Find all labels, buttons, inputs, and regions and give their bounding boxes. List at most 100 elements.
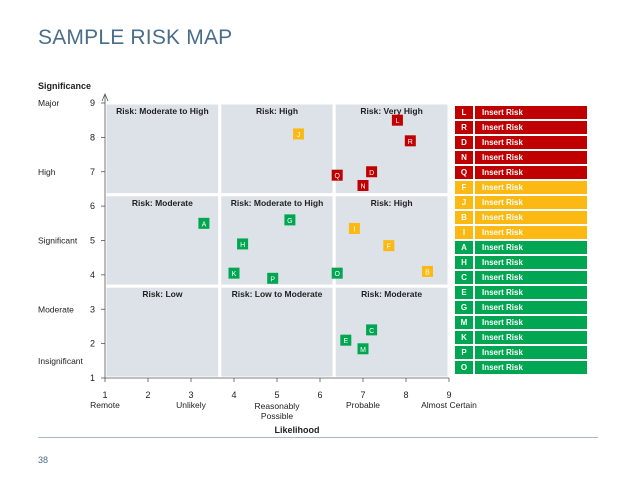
legend-item: G Insert Risk [455, 300, 587, 315]
legend-text: Insert Risk [475, 180, 587, 195]
x-tick-label: 5 [274, 390, 279, 400]
y-tick-label: 6 [90, 201, 95, 211]
risk-point-marker [331, 169, 343, 181]
y-axis-title: Significance [38, 81, 91, 91]
risk-point-label: N [360, 184, 365, 191]
x-tick-label: 8 [403, 390, 408, 400]
page-number: 38 [38, 455, 49, 465]
risk-point-marker [284, 214, 296, 226]
legend-item: B Insert Risk [455, 210, 587, 225]
y-category-label: Major [38, 98, 59, 108]
risk-point-label: K [232, 271, 237, 278]
x-category-label: Reasonably [255, 401, 301, 411]
legend-text: Insert Risk [475, 255, 587, 270]
legend-letter: N [455, 150, 473, 165]
risk-point-marker [366, 166, 378, 178]
legend-item: Q Insert Risk [455, 165, 587, 180]
y-tick-label: 1 [90, 373, 95, 383]
zone-label: Risk: Very High [360, 106, 422, 116]
legend-item: D Insert Risk [455, 135, 587, 150]
legend-letter: D [455, 135, 473, 150]
legend-item: A Insert Risk [455, 240, 587, 255]
legend-letter: F [455, 180, 473, 195]
risk-point-marker [357, 180, 369, 191]
legend-item: C Insert Risk [455, 270, 587, 285]
risk-zone [103, 284, 222, 380]
legend-text: Insert Risk [475, 106, 587, 120]
legend-letter: C [455, 270, 473, 285]
y-tick-label: 7 [90, 167, 95, 177]
legend-letter: Q [455, 165, 473, 180]
legend-item: P Insert Risk [455, 345, 587, 360]
y-tick-label: 4 [90, 270, 95, 280]
legend-text: Insert Risk [475, 360, 587, 375]
legend-item: L Insert Risk [455, 106, 587, 120]
legend-text: Insert Risk [475, 345, 587, 360]
legend-text: Insert Risk [475, 150, 587, 165]
risk-point-marker [404, 135, 416, 147]
risk-legend: L Insert Risk R Insert Risk D Insert Risk N Ins… [455, 106, 587, 376]
risk-point-label: Q [334, 173, 340, 180]
risk-point-label: F [387, 244, 391, 251]
x-category-label: Possible [261, 411, 293, 421]
zone-label: Risk: Moderate to High [231, 198, 324, 208]
risk-point-marker [228, 267, 240, 279]
legend-item: N Insert Risk [455, 150, 587, 165]
legend-letter: J [455, 195, 473, 210]
legend-text: Insert Risk [475, 120, 587, 135]
legend-item: K Insert Risk [455, 330, 587, 345]
y-tick-label: 3 [90, 304, 95, 314]
legend-item: E Insert Risk [455, 285, 587, 300]
risk-point-label: I [353, 226, 355, 233]
risk-point-label: P [270, 276, 275, 283]
risk-point-marker [331, 267, 343, 279]
legend-letter: M [455, 315, 473, 330]
y-axis-arrow [101, 92, 109, 102]
risk-point-label: D [369, 170, 374, 177]
y-tick-label: 9 [90, 98, 95, 108]
risk-point-label: J [297, 132, 301, 139]
risk-point-marker [198, 217, 210, 229]
legend-text: Insert Risk [475, 270, 587, 285]
x-axis-title: Likelihood [275, 425, 320, 435]
footer-divider [38, 437, 598, 438]
risk-point-label: E [343, 338, 348, 345]
risk-zone [218, 284, 336, 380]
risk-point-label: G [287, 218, 292, 225]
risk-point-marker [293, 128, 304, 140]
y-tick-label: 5 [90, 236, 95, 246]
legend-letter: K [455, 330, 473, 345]
legend-letter: H [455, 255, 473, 270]
risk-point-label: B [425, 269, 430, 276]
legend-text: Insert Risk [475, 195, 587, 210]
legend-item: M Insert Risk [455, 315, 587, 330]
legend-text: Insert Risk [475, 330, 587, 345]
x-category-label: Remote [90, 400, 120, 410]
legend-text: Insert Risk [475, 300, 587, 315]
x-tick-label: 6 [317, 390, 322, 400]
legend-item: I Insert Risk [455, 225, 587, 240]
risk-zone [218, 101, 336, 197]
zone-label: Risk: High [256, 106, 298, 116]
legend-letter: I [455, 225, 473, 240]
page-title: SAMPLE RISK MAP [38, 26, 233, 49]
legend-text: Insert Risk [475, 315, 587, 330]
risk-point-marker [267, 272, 279, 284]
x-category-label: Almost Certain [421, 400, 477, 410]
legend-text: Insert Risk [475, 285, 587, 300]
zone-label: Risk: Moderate to High [116, 106, 209, 116]
risk-point-marker [391, 114, 403, 126]
y-tick-label: 2 [90, 339, 95, 349]
legend-letter: O [455, 360, 473, 375]
zone-label: Risk: Low to Moderate [232, 289, 323, 299]
zone-label: Risk: High [371, 198, 413, 208]
x-tick-label: 7 [360, 390, 365, 400]
legend-letter: R [455, 120, 473, 135]
risk-zone [103, 101, 222, 197]
risk-point-label: O [334, 271, 340, 278]
y-category-label: High [38, 167, 56, 177]
y-category-label: Insignificant [38, 356, 84, 366]
x-tick-label: 3 [188, 390, 193, 400]
legend-text: Insert Risk [475, 135, 587, 150]
